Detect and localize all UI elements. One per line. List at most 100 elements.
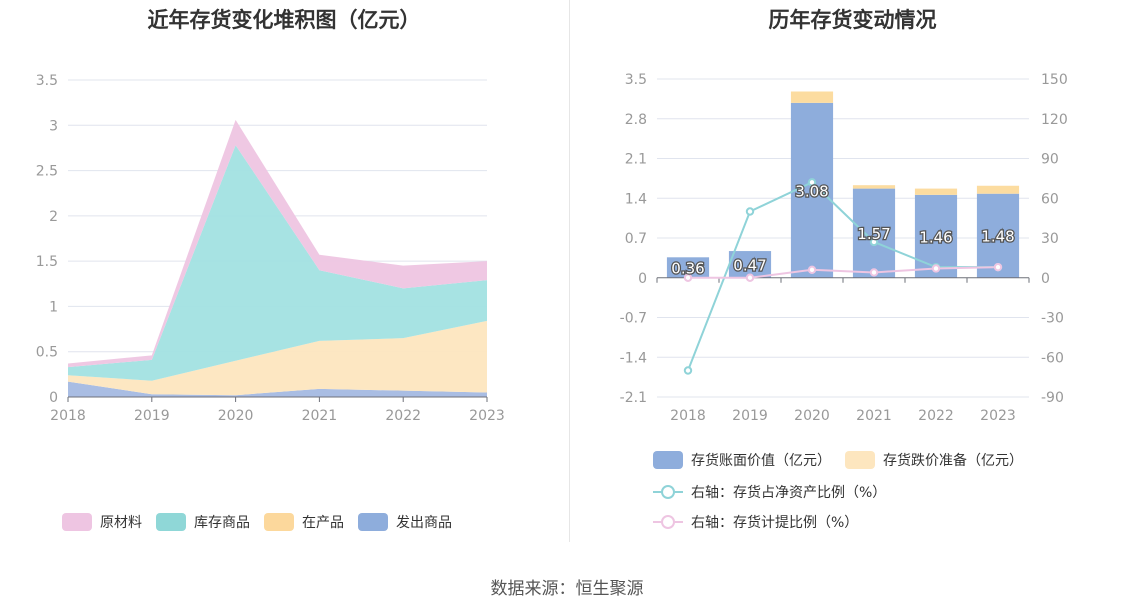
area-wip — [68, 320, 487, 396]
legend-label: 存货跌价准备（亿元） — [883, 453, 1023, 469]
x-tick-label: 2018 — [670, 408, 706, 424]
y-right-tick-label: -90 — [1041, 390, 1064, 406]
x-tick-label: 2023 — [469, 408, 505, 424]
y-tick-label: 3 — [49, 118, 58, 134]
y-right-tick-label: 60 — [1041, 191, 1059, 207]
legend-label: 库存商品 — [194, 515, 250, 531]
legend-label: 右轴：存货占净资产比例（%） — [691, 485, 887, 501]
y-left-tick-label: -0.7 — [620, 311, 647, 327]
bar-impairment — [790, 91, 834, 103]
y-tick-label: 2.5 — [36, 164, 58, 180]
bar-value-label: 0.36 — [671, 260, 704, 278]
legend-item-book-value[interactable]: 存货账面价值（亿元） — [653, 450, 831, 470]
stacked-area-chart: 0 0.5 1 1.5 2 2.5 3 3.5 2018 2019 2020 2021 2022 2023 — [36, 73, 505, 424]
line-ratio-net-assets-point — [869, 237, 879, 247]
legend-item-shipped-goods[interactable]: 发出商品 — [358, 512, 452, 532]
line-ratio-provision-point — [683, 273, 693, 282]
y-left-tick-label: -2.1 — [620, 390, 647, 406]
bar-line-chart: -2.1 -90 -1.4 -60 -0.7 -30 0 0 0.7 30 1.4 60 2.1 90 2.… — [620, 72, 1068, 424]
legend-swatch-inventory-goods — [156, 513, 186, 531]
y-right-tick-label: 0 — [1041, 271, 1050, 287]
bar-line-chart-panel: 历年存货变动情况 -2.1 -90 -1.4 -60 -0.7 -30 0 0 0.7 30 1.4… — [571, 0, 1134, 545]
bar-value-label: 0.47 — [733, 256, 766, 274]
line-ratio-provision-point — [807, 265, 817, 274]
bar-book-value — [852, 188, 896, 278]
x-tick-label: 2021 — [856, 408, 892, 424]
y-right-tick-label: 90 — [1041, 152, 1059, 168]
legend-label: 存货账面价值（亿元） — [691, 453, 831, 469]
line-ratio-net-assets-point — [807, 178, 817, 187]
legend-swatch-ratio-provision — [653, 513, 683, 531]
legend-item-raw-materials[interactable]: 原材料 — [62, 512, 142, 532]
y-left-tick-label: 1.4 — [625, 191, 647, 207]
y-left-tick-label: -1.4 — [620, 350, 647, 366]
right-legend-row-2: 右轴：存货占净资产比例（%） — [653, 482, 900, 502]
right-chart-title: 历年存货变动情况 — [768, 8, 937, 32]
legend-item-impairment[interactable]: 存货跌价准备（亿元） — [845, 450, 1023, 470]
line-ratio-provision-point — [993, 262, 1003, 272]
bar-value-label: 3.08 — [795, 182, 828, 200]
bar-impairment — [852, 185, 896, 189]
panel-divider — [569, 0, 570, 542]
y-tick-label: 3.5 — [36, 73, 58, 89]
area-shipped-goods — [68, 381, 487, 397]
y-tick-label: 1.5 — [36, 254, 58, 270]
y-right-tick-label: 30 — [1041, 231, 1059, 247]
legend-label: 右轴：存货计提比例（%） — [691, 515, 859, 531]
x-tick-label: 2018 — [50, 408, 86, 424]
legend-item-ratio-provision[interactable]: 右轴：存货计提比例（%） — [653, 512, 858, 532]
x-tick-label: 2021 — [302, 408, 338, 424]
x-tick-label: 2022 — [385, 408, 421, 424]
y-tick-label: 0 — [49, 390, 58, 406]
bar-impairment — [914, 188, 958, 195]
legend-label: 在产品 — [302, 515, 344, 531]
legend-label: 原材料 — [100, 515, 142, 531]
y-right-tick-label: -30 — [1041, 311, 1064, 327]
y-right-tick-label: 120 — [1041, 112, 1068, 128]
bar-value-label: 1.57 — [857, 225, 890, 243]
line-ratio-net-assets-point — [745, 207, 755, 216]
area-raw-materials — [68, 119, 487, 368]
x-tick-label: 2019 — [732, 408, 768, 424]
y-tick-label: 2 — [49, 209, 58, 225]
line-ratio-net-assets-point — [683, 366, 693, 375]
right-legend-row-1: 存货账面价值（亿元） 存货跌价准备（亿元） — [653, 450, 1037, 470]
bar-value-label: 1.46 — [919, 228, 952, 246]
y-left-tick-label: 0 — [638, 271, 647, 287]
y-left-tick-label: 2.8 — [625, 112, 647, 128]
legend-swatch-impairment — [845, 451, 875, 469]
y-left-tick-label: 2.1 — [625, 152, 647, 168]
line-ratio-provision-point — [931, 264, 941, 273]
legend-item-ratio-net-assets[interactable]: 右轴：存货占净资产比例（%） — [653, 482, 886, 502]
data-source-footer: 数据来源：恒生聚源 — [490, 579, 644, 599]
right-legend-row-3: 右轴：存货计提比例（%） — [653, 512, 872, 532]
x-tick-label: 2022 — [918, 408, 954, 424]
legend-swatch-wip — [264, 513, 294, 531]
x-tick-label: 2020 — [794, 408, 830, 424]
left-legend: 原材料 库存商品 在产品 发出商品 — [62, 512, 466, 532]
line-ratio-provision-point — [745, 273, 755, 282]
legend-swatch-book-value — [653, 451, 683, 469]
x-tick-label: 2019 — [134, 408, 170, 424]
bar-book-value — [790, 102, 834, 278]
stacked-area-chart-panel: 近年存货变化堆积图（亿元） 0 0.5 1 1.5 2 2.5 3 3.5 2018 2019 20… — [0, 0, 568, 545]
y-right-tick-label: 150 — [1041, 72, 1068, 88]
legend-item-inventory-goods[interactable]: 库存商品 — [156, 512, 250, 532]
legend-swatch-shipped-goods — [358, 513, 388, 531]
x-tick-label: 2020 — [218, 408, 254, 424]
y-tick-label: 1 — [49, 299, 58, 315]
line-ratio-net-assets — [687, 181, 998, 371]
y-tick-label: 0.5 — [36, 345, 58, 361]
legend-swatch-ratio-net-assets — [653, 483, 683, 501]
bar-book-value — [728, 251, 772, 278]
area-inventory-goods — [68, 145, 487, 381]
bar-value-label: 1.48 — [981, 228, 1014, 246]
y-left-tick-label: 0.7 — [625, 231, 647, 247]
legend-swatch-raw-materials — [62, 513, 92, 531]
legend-item-wip[interactable]: 在产品 — [264, 512, 344, 532]
y-right-tick-label: -60 — [1041, 350, 1064, 366]
bar-book-value — [666, 257, 710, 278]
line-ratio-provision — [688, 266, 999, 279]
legend-label: 发出商品 — [396, 515, 452, 531]
left-chart-title: 近年存货变化堆积图（亿元） — [147, 8, 421, 32]
